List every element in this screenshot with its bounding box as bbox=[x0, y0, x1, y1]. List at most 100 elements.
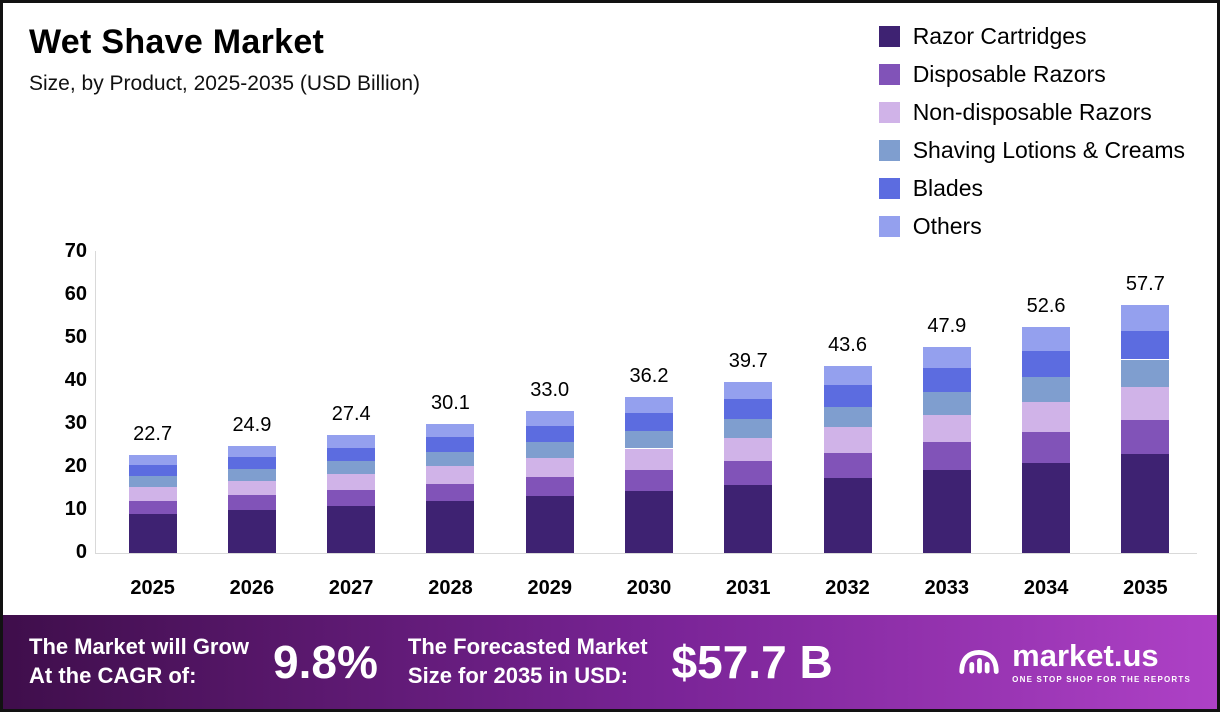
bar-segment-shaving-lotions-creams bbox=[227, 469, 276, 481]
bar-segment-others bbox=[426, 423, 475, 437]
legend-label: Others bbox=[912, 213, 982, 239]
bar-total-label: 57.7 bbox=[1125, 272, 1165, 295]
bar-total-label: 33.0 bbox=[530, 379, 570, 402]
y-axis-tick-label: 10 bbox=[64, 498, 87, 520]
bar-segment-disposable-razors bbox=[128, 500, 177, 514]
legend-swatch bbox=[878, 178, 900, 199]
bar-segment-razor-cartridges bbox=[724, 484, 773, 553]
forecast-label-line1: The Forecasted Market bbox=[407, 634, 648, 660]
bar-segment-disposable-razors bbox=[724, 461, 773, 485]
bar-segment-shaving-lotions-creams bbox=[1121, 359, 1170, 387]
bar-segment-non-disposable-razors bbox=[426, 466, 475, 484]
chart-legend: Razor Cartridges Disposable Razors Non-dis… bbox=[878, 23, 1185, 240]
x-axis-line bbox=[95, 553, 1197, 554]
x-axis-tick-label: 2027 bbox=[328, 577, 374, 599]
x-axis-tick-label: 2030 bbox=[626, 577, 672, 599]
legend-label: Razor Cartridges bbox=[912, 23, 1087, 49]
bar-segment-disposable-razors bbox=[823, 452, 872, 479]
legend-item: Non-disposable Razors bbox=[878, 99, 1185, 126]
bar-segment-disposable-razors bbox=[1022, 432, 1071, 463]
footer-banner: The Market will Grow At the CAGR of: 9.8… bbox=[3, 615, 1217, 709]
bar-segment-others bbox=[128, 455, 177, 466]
y-axis-tick-label: 30 bbox=[64, 412, 87, 434]
bar-total-label: 30.1 bbox=[430, 391, 470, 414]
bar-segment-razor-cartridges bbox=[1022, 462, 1071, 553]
x-axis-tick-label: 2025 bbox=[130, 577, 175, 599]
bar-segment-others bbox=[1121, 304, 1170, 331]
x-axis-tick-label: 2031 bbox=[726, 577, 771, 599]
bar-segment-non-disposable-razors bbox=[625, 448, 673, 470]
bar-segment-razor-cartridges bbox=[227, 510, 276, 553]
market-us-logo-icon bbox=[956, 639, 1002, 685]
bar-segment-blades bbox=[1022, 350, 1071, 377]
bar-segment-razor-cartridges bbox=[128, 513, 177, 553]
bar-segment-shaving-lotions-creams bbox=[525, 442, 574, 458]
bar-segment-blades bbox=[525, 425, 574, 443]
bar-total-label: 43.6 bbox=[828, 333, 867, 356]
bar-segment-shaving-lotions-creams bbox=[724, 419, 773, 439]
y-axis-tick-label: 0 bbox=[75, 541, 87, 563]
chart-subtitle: Size, by Product, 2025-2035 (USD Billion… bbox=[29, 72, 421, 95]
bar-segment-razor-cartridges bbox=[426, 501, 475, 553]
bar-total-label: 39.7 bbox=[728, 350, 768, 373]
bar-segment-razor-cartridges bbox=[327, 505, 376, 553]
bar-segment-blades bbox=[1121, 330, 1170, 360]
bar-segment-non-disposable-razors bbox=[922, 414, 971, 443]
cagr-value: 9.8% bbox=[273, 636, 378, 688]
bar-segment-disposable-razors bbox=[1121, 420, 1170, 454]
page-title: Wet Shave Market bbox=[29, 23, 325, 61]
forecast-label: The Forecasted Market Size for 2035 in U… bbox=[408, 633, 648, 690]
x-axis-tick-label: 2034 bbox=[1023, 577, 1069, 599]
bar-segment-shaving-lotions-creams bbox=[426, 451, 475, 467]
bar-segment-razor-cartridges bbox=[525, 496, 574, 553]
chart-header: Wet Shave Market Size, by Product, 2025-… bbox=[29, 23, 420, 96]
bar-segment-razor-cartridges bbox=[1121, 453, 1170, 553]
brand-block: market.us ONE STOP SHOP FOR THE REPORTS bbox=[956, 639, 1191, 685]
bar-segment-shaving-lotions-creams bbox=[128, 476, 177, 488]
legend-label: Shaving Lotions & Creams bbox=[912, 137, 1185, 163]
forecast-label-line2: Size for 2035 in USD: bbox=[407, 663, 628, 688]
brand-tagline: ONE STOP SHOP FOR THE REPORTS bbox=[1012, 675, 1191, 684]
bar-segment-non-disposable-razors bbox=[227, 480, 276, 496]
legend-swatch bbox=[878, 216, 900, 237]
cagr-label-line2: At the CAGR of: bbox=[29, 663, 197, 688]
legend-item: Razor Cartridges bbox=[878, 23, 1185, 50]
bar-segment-blades bbox=[724, 399, 773, 420]
y-axis-tick-label: 60 bbox=[64, 283, 87, 305]
y-axis-tick-label: 50 bbox=[64, 326, 87, 348]
bar-segment-disposable-razors bbox=[625, 469, 673, 491]
bar-segment-non-disposable-razors bbox=[823, 427, 872, 453]
stacked-bar-chart: 0 10 20 30 40 50 60 70 22.7 2025 24.9 2026 27.4 2027 3… bbox=[3, 3, 1217, 709]
brand-text: market.us ONE STOP SHOP FOR THE REPORTS bbox=[1012, 640, 1191, 684]
bar-segment-shaving-lotions-creams bbox=[625, 431, 673, 449]
bar-segment-others bbox=[525, 411, 574, 426]
legend-swatch bbox=[878, 140, 900, 161]
bar-segment-others bbox=[922, 347, 971, 369]
bar-segment-non-disposable-razors bbox=[128, 487, 177, 501]
y-axis-tick-label: 40 bbox=[64, 369, 87, 391]
bar-segment-shaving-lotions-creams bbox=[922, 391, 971, 415]
bar-total-label: 24.9 bbox=[232, 413, 272, 436]
cagr-label-line1: The Market will Grow bbox=[29, 634, 250, 660]
bar-segment-disposable-razors bbox=[922, 442, 971, 471]
x-axis-tick-label: 2033 bbox=[924, 577, 970, 599]
bar-total-label: 52.6 bbox=[1026, 294, 1066, 317]
legend-swatch bbox=[878, 26, 900, 47]
bar-segment-blades bbox=[426, 436, 475, 452]
bar-total-label: 22.7 bbox=[133, 423, 173, 446]
bar-segment-non-disposable-razors bbox=[1022, 401, 1071, 433]
legend-item: Shaving Lotions & Creams bbox=[878, 137, 1185, 164]
bar-segment-others bbox=[227, 445, 276, 457]
bar-segment-shaving-lotions-creams bbox=[823, 406, 872, 428]
bar-segment-shaving-lotions-creams bbox=[327, 460, 376, 474]
legend-item: Disposable Razors bbox=[878, 61, 1185, 88]
bar-total-label: 47.9 bbox=[927, 315, 967, 338]
bar-segment-others bbox=[823, 365, 872, 386]
bar-total-label: 27.4 bbox=[331, 403, 371, 426]
bar-segment-non-disposable-razors bbox=[724, 438, 773, 462]
bar-segment-disposable-razors bbox=[426, 483, 475, 502]
bar-segment-blades bbox=[922, 368, 971, 392]
forecast-value: $57.7 B bbox=[671, 636, 833, 688]
x-axis-tick-label: 2035 bbox=[1123, 577, 1168, 599]
